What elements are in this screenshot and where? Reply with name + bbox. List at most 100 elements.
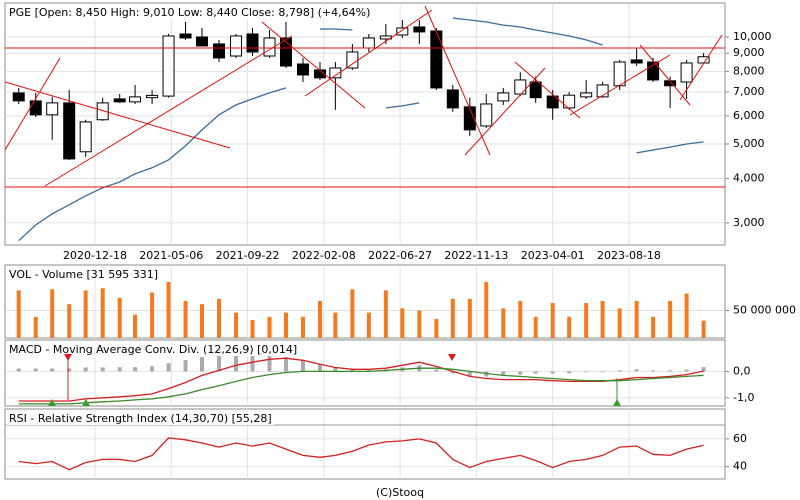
sell-signal xyxy=(64,354,72,361)
histogram-bar xyxy=(550,371,555,374)
histogram-bar xyxy=(701,367,706,372)
histogram-bar xyxy=(333,367,338,372)
volume-bar xyxy=(100,288,105,338)
candle-body xyxy=(230,35,243,57)
buy-signal xyxy=(48,399,56,406)
candle-body xyxy=(63,102,76,160)
histogram-bar xyxy=(518,371,523,375)
candle-body xyxy=(630,59,643,64)
histogram-bar xyxy=(366,369,371,372)
candle-body xyxy=(680,62,693,83)
trend-line xyxy=(514,61,581,119)
candle-body xyxy=(246,33,259,53)
volume-bar xyxy=(283,312,288,338)
candle-body xyxy=(29,100,42,116)
histogram-bar xyxy=(183,360,188,372)
volume-bar xyxy=(234,312,239,338)
histogram-bar xyxy=(350,369,355,372)
y-tick-label: 0,0 xyxy=(733,364,751,377)
trend-line xyxy=(569,54,671,116)
histogram-bar xyxy=(567,371,572,374)
trend-line xyxy=(679,34,723,101)
volume-bar xyxy=(467,298,472,338)
y-tick-label: -1,0 xyxy=(733,391,754,404)
y-tick-label: 5,000 xyxy=(733,137,765,150)
candle-body xyxy=(196,36,209,47)
volume-bar xyxy=(250,320,255,338)
histogram-bar xyxy=(450,371,455,374)
histogram-bar xyxy=(33,368,38,372)
trend-line xyxy=(5,81,231,149)
volume-bar xyxy=(150,292,155,338)
y-tick-label: 4,000 xyxy=(733,171,765,184)
histogram-bar xyxy=(67,368,72,372)
histogram-bar xyxy=(16,368,21,372)
candle-body xyxy=(329,67,342,79)
histogram-bar xyxy=(166,363,171,372)
volume-bar xyxy=(501,308,506,338)
volume-bar xyxy=(417,310,422,338)
title-background xyxy=(7,343,300,356)
x-tick-label: 2022-11-13 xyxy=(444,249,508,262)
volume-bar xyxy=(533,316,538,338)
trend-line xyxy=(639,44,691,106)
volume-bar xyxy=(617,308,622,338)
candle-body xyxy=(497,92,510,102)
y-tick-label: 60 xyxy=(733,432,747,445)
trend-line xyxy=(261,21,366,109)
volume-bar xyxy=(400,308,405,338)
candle-body xyxy=(514,79,527,95)
candle-body xyxy=(146,94,159,99)
candle-body xyxy=(563,94,576,109)
title-background xyxy=(7,6,373,19)
candle-body xyxy=(346,51,359,69)
histogram-bar xyxy=(651,370,656,372)
volume-bar xyxy=(383,290,388,338)
histogram-bar xyxy=(318,364,322,372)
buy-signal xyxy=(82,399,90,406)
x-tick-label: 2022-06-27 xyxy=(368,249,432,262)
candle-body xyxy=(79,121,92,153)
candle-body xyxy=(213,43,226,59)
histogram-bar xyxy=(684,369,689,372)
title-background xyxy=(7,268,161,281)
candle-body xyxy=(129,96,142,103)
trend-lines xyxy=(5,5,725,188)
panel-title: VOL - Volume [31 595 331] xyxy=(9,268,158,281)
trend-line xyxy=(424,5,491,156)
volume-bar xyxy=(33,316,38,338)
histogram-bar xyxy=(133,367,138,372)
histogram-bar xyxy=(501,371,506,376)
histogram-bar xyxy=(584,371,589,373)
candle-body xyxy=(529,81,542,99)
volume-bar xyxy=(600,300,605,338)
macd-signals xyxy=(48,354,621,406)
y-tick-label: 9,000 xyxy=(733,46,765,59)
candle-body xyxy=(647,61,660,81)
volume-bar xyxy=(50,289,55,338)
y-tick-label: 7,000 xyxy=(733,85,765,98)
copyright: (C)Stooq xyxy=(376,486,424,499)
candle-body xyxy=(463,106,476,131)
candle-body xyxy=(263,37,276,57)
histogram-bar xyxy=(100,367,105,372)
volume-bar xyxy=(651,316,656,338)
histogram-bar xyxy=(600,371,605,373)
trend-line xyxy=(44,35,293,187)
trend-line xyxy=(5,57,61,151)
candle-body xyxy=(113,98,126,103)
candle-body xyxy=(413,26,426,33)
candle-body xyxy=(162,35,175,97)
volume-bar xyxy=(318,300,322,338)
trend-line xyxy=(304,9,433,97)
candle-body xyxy=(446,89,459,109)
histogram-bar xyxy=(50,368,55,372)
volume-bar xyxy=(484,281,489,338)
volume-bar xyxy=(518,300,523,338)
histogram-bar xyxy=(668,370,673,372)
x-tick-label: 2023-04-01 xyxy=(521,249,585,262)
histogram-bar xyxy=(250,356,255,372)
panel-title: PGE [Open: 8,450 High: 9,010 Low: 8,440 … xyxy=(9,6,370,19)
candle-body xyxy=(12,92,25,102)
